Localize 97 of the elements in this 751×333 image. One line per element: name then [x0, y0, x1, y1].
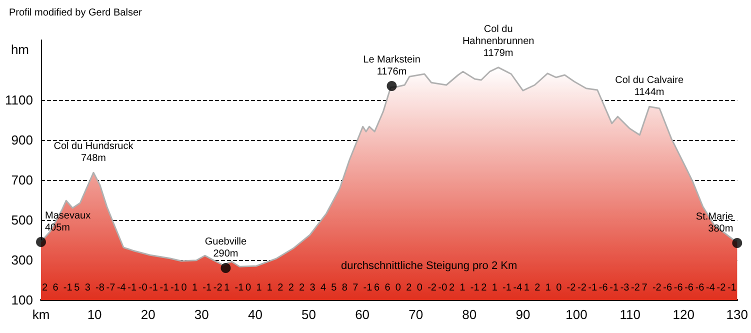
annotation: 0	[181, 282, 188, 294]
y-tick-label: 300	[11, 252, 33, 268]
annotation: 1	[266, 282, 273, 294]
annotation: 1	[545, 282, 552, 294]
x-tick-label: 20	[140, 307, 156, 322]
x-tick-label: km	[32, 307, 50, 322]
annotation: Col du Hahnenbrunnen 1179m	[462, 24, 534, 59]
annotation: 0	[395, 282, 402, 294]
point	[220, 263, 231, 273]
annotation: 1	[460, 282, 466, 294]
x-tick-label: 120	[672, 307, 694, 322]
annotation: -1	[502, 282, 512, 294]
x-tick-label: 50	[302, 307, 316, 322]
annotation: -1	[610, 282, 619, 294]
annotation: -0	[438, 282, 448, 294]
x-tick-label: 100	[566, 307, 588, 322]
annotation: 0	[416, 282, 423, 294]
annotation: -4	[513, 282, 523, 294]
annotation: 2	[299, 282, 306, 294]
annotation: 1	[192, 282, 198, 294]
y-tick-label: 1100	[5, 92, 33, 108]
x-tick-label: 70	[408, 307, 424, 322]
annotation: -1	[727, 282, 737, 294]
annotation: 7	[642, 282, 648, 294]
chart-title: Profil modified by Gerd Balser	[9, 8, 142, 18]
annotation: 0	[245, 282, 252, 294]
x-tick-label: 40	[248, 307, 262, 322]
annotation: durchschnittliche Steigung pro 2 Km	[341, 260, 518, 272]
annotation: -4	[706, 282, 716, 294]
annotation: -2	[428, 282, 437, 294]
annotation: -1	[588, 282, 598, 294]
x-tick-label: 110	[620, 307, 640, 322]
annotation: 2	[288, 282, 294, 294]
point	[386, 81, 397, 91]
annotation: -1	[170, 282, 180, 294]
annotation: 4	[320, 282, 326, 294]
annotation: -8	[96, 282, 105, 294]
annotation: -1	[149, 282, 158, 294]
annotation: -1	[234, 282, 244, 294]
y-tick-label: 100	[11, 292, 33, 308]
y-tick-label: 900	[11, 132, 33, 148]
annotation: 6	[52, 282, 59, 294]
annotation: 3	[84, 282, 91, 294]
annotation: -0	[138, 282, 148, 294]
point	[732, 238, 742, 248]
x-tick-label: 60	[355, 307, 370, 322]
x-tick-label: 90	[516, 307, 530, 322]
annotation: -2	[716, 282, 726, 294]
annotation: Col du Calvaire 1144m	[615, 75, 684, 98]
annotation: -2	[631, 282, 640, 294]
annotation: -6	[695, 282, 705, 294]
y-tick-label: 700	[11, 172, 33, 188]
x-tick-label: 80	[462, 307, 477, 322]
annotation: 6	[384, 282, 391, 294]
annotation: -2	[652, 282, 662, 294]
annotation: -6	[684, 282, 694, 294]
annotation: 1	[492, 282, 498, 294]
annotation: 8	[342, 282, 348, 294]
annotation: -6	[674, 282, 684, 294]
annotation: Guebville 290m	[204, 236, 248, 260]
annotation: 1	[224, 282, 230, 294]
annotation: 5	[74, 282, 80, 294]
y-axis-title: hm	[10, 42, 29, 57]
annotation: -1	[470, 282, 480, 294]
annotation: 2	[534, 282, 541, 294]
annotation: -4	[116, 282, 126, 294]
annotation: -2	[578, 282, 587, 294]
annotation: 2	[481, 282, 488, 294]
annotation: 1	[256, 282, 262, 294]
x-tick-label: 130	[726, 307, 748, 322]
annotation: 5	[331, 282, 338, 294]
annotation: -7	[106, 282, 116, 294]
y-tick-label: 500	[11, 212, 33, 228]
point	[36, 237, 46, 247]
annotation: -1	[128, 282, 138, 294]
annotation: 2	[278, 282, 284, 294]
x-tick-label: 30	[194, 307, 209, 322]
annotation: -6	[598, 282, 608, 294]
annotation: -3	[620, 282, 630, 294]
annotation: 2	[448, 282, 455, 294]
annotation: -2	[566, 282, 576, 294]
annotation: -1	[63, 282, 73, 294]
annotation: 0	[556, 282, 562, 294]
annotation: Le Markstein 1176m	[363, 54, 420, 78]
annotation: 3	[310, 282, 316, 294]
annotation: Col du Hundsruck 748m	[54, 141, 134, 164]
annotation: -6	[663, 282, 673, 294]
annotation: -1	[202, 282, 212, 294]
annotation: -2	[213, 282, 223, 294]
annotation: -1	[160, 282, 170, 294]
annotation: 1	[524, 282, 530, 294]
annotation: 7	[352, 282, 359, 294]
annotation: 6	[374, 282, 380, 294]
annotation: 2	[42, 282, 48, 294]
annotation: -1	[363, 282, 373, 294]
annotation: 2	[406, 282, 412, 294]
x-tick-label: 10	[87, 307, 102, 322]
